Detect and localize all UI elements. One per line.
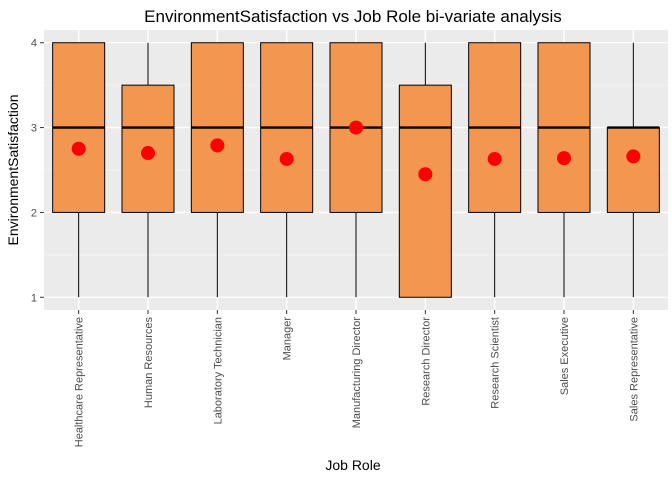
box-3	[190, 42, 244, 298]
box-8	[537, 42, 591, 298]
y-axis-title: EnvironmentSatisfaction	[5, 95, 21, 246]
mean-point	[418, 167, 433, 182]
box-6	[398, 42, 452, 298]
mean-point	[71, 141, 86, 156]
x-tick-label: Human Resources	[143, 317, 155, 409]
box-7	[468, 42, 522, 298]
mean-point	[557, 151, 571, 166]
box-iqr	[606, 127, 660, 213]
x-tick-label: Healthcare Representative	[74, 317, 86, 447]
box-1	[52, 42, 106, 298]
x-tick-label: Sales Executive	[559, 317, 571, 395]
x-tick-label: Research Director	[420, 317, 432, 406]
mean-point	[349, 120, 363, 135]
box-9	[606, 42, 660, 298]
mean-point	[141, 146, 155, 161]
chart-title: EnvironmentSatisfaction vs Job Role bi-v…	[144, 7, 562, 26]
mean-point	[626, 149, 641, 164]
y-tick-label: 2	[31, 207, 37, 219]
mean-point	[210, 138, 225, 153]
x-tick-label: Manager	[282, 317, 294, 361]
x-axis-title: Job Role	[325, 457, 380, 473]
box-5	[329, 42, 383, 298]
y-tick-label: 1	[31, 292, 37, 304]
x-tick-label: Sales Representative	[628, 317, 640, 422]
y-tick-label: 3	[31, 123, 37, 135]
x-tick-label: Laboratory Technician	[212, 317, 224, 424]
box-2	[121, 42, 175, 298]
x-tick-label: Research Scientist	[490, 317, 502, 409]
mean-point	[487, 151, 502, 166]
box-4	[260, 42, 314, 298]
mean-point	[279, 151, 294, 166]
x-axis: Healthcare Representative Human Resources…	[74, 310, 640, 447]
box-iqr	[398, 84, 452, 298]
box-series	[52, 42, 660, 298]
x-tick-label: Manufacturing Director	[351, 317, 363, 429]
y-axis: 1 2 3 4	[31, 38, 44, 304]
y-tick-label: 4	[31, 38, 37, 50]
